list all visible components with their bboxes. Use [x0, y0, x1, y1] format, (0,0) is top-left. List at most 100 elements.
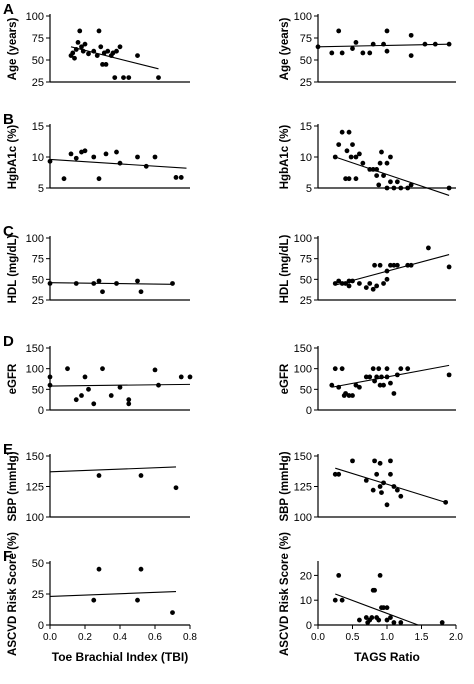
- data-point: [73, 155, 79, 161]
- data-point: [77, 28, 83, 34]
- data-point: [391, 620, 397, 625]
- y-axis-label: HDL (mg/dL): [279, 234, 291, 303]
- data-point: [73, 281, 79, 286]
- data-point: [94, 53, 100, 58]
- data-point: [408, 182, 414, 188]
- data-point: [72, 55, 77, 61]
- y-axis-label: eGFR: [279, 363, 291, 394]
- data-point: [388, 179, 393, 185]
- data-point: [388, 458, 393, 464]
- data-point: [381, 382, 386, 388]
- data-point: [374, 471, 380, 477]
- data-point: [346, 393, 352, 398]
- data-point: [170, 281, 175, 286]
- panel-letter: E: [3, 441, 13, 458]
- y-tick-label: 125: [294, 482, 312, 494]
- data-point: [363, 374, 369, 380]
- data-point: [384, 605, 390, 611]
- data-point: [381, 41, 386, 47]
- data-point: [374, 167, 380, 172]
- data-point: [126, 401, 132, 407]
- data-point: [374, 283, 380, 289]
- data-point: [126, 75, 132, 80]
- data-point: [372, 458, 377, 464]
- data-point: [86, 386, 91, 392]
- data-point: [353, 382, 359, 388]
- data-point: [135, 53, 140, 58]
- data-point: [405, 262, 411, 268]
- data-point: [370, 167, 376, 172]
- data-point: [350, 278, 355, 284]
- data-point: [357, 617, 362, 623]
- data-point: [408, 262, 414, 268]
- data-point: [370, 487, 376, 493]
- y-axis-label: ASCVD Risk Score (%): [7, 532, 19, 656]
- y-axis-label: ASCVD Risk Score (%): [279, 532, 291, 656]
- data-point: [384, 48, 390, 54]
- y-tick-label: 100: [294, 11, 312, 23]
- y-tick-label: 50: [32, 558, 44, 570]
- data-point: [117, 44, 123, 50]
- y-tick-label: 150: [294, 451, 312, 463]
- trend-line: [49, 282, 173, 285]
- data-point: [187, 374, 193, 380]
- data-point: [388, 154, 393, 160]
- y-tick-label: 0: [38, 620, 44, 632]
- y-tick-label: 20: [300, 570, 312, 582]
- data-point: [357, 281, 362, 286]
- data-point: [367, 50, 373, 56]
- data-point: [379, 490, 384, 495]
- y-tick-label: 25: [32, 295, 44, 307]
- y-tick-label: 10: [300, 595, 312, 607]
- data-point: [135, 597, 140, 603]
- data-point: [405, 366, 411, 372]
- panel-letter: F: [3, 548, 12, 565]
- y-tick-label: 50: [300, 274, 312, 286]
- data-point: [332, 366, 338, 372]
- y-axis-label: eGFR: [7, 363, 19, 394]
- data-point: [91, 597, 97, 603]
- data-point: [100, 289, 105, 295]
- data-point: [384, 28, 390, 34]
- data-point: [443, 499, 449, 505]
- y-tick-label: 15: [32, 121, 44, 133]
- data-point: [70, 50, 76, 56]
- data-point: [360, 160, 366, 166]
- data-point: [377, 160, 383, 166]
- data-point: [391, 484, 397, 489]
- data-point: [336, 278, 342, 284]
- data-point: [398, 493, 404, 499]
- y-tick-label: 75: [32, 33, 44, 45]
- data-point: [336, 471, 342, 477]
- x-tick-label: 0.4: [113, 632, 127, 643]
- data-point: [398, 366, 404, 372]
- data-point: [114, 48, 119, 54]
- data-point: [405, 185, 411, 191]
- data-point: [135, 278, 140, 284]
- data-point: [350, 458, 355, 464]
- panel-letter: D: [3, 333, 14, 350]
- data-point: [343, 281, 348, 286]
- x-tick-label: 0.0: [43, 632, 57, 643]
- data-point: [96, 28, 102, 34]
- data-point: [96, 278, 102, 284]
- data-point: [100, 366, 105, 372]
- data-point: [363, 615, 369, 620]
- data-point: [339, 281, 345, 286]
- data-point: [384, 276, 390, 282]
- data-point: [422, 41, 428, 47]
- data-point: [394, 487, 400, 493]
- data-point: [353, 176, 359, 182]
- data-point: [367, 281, 373, 286]
- data-point: [126, 397, 132, 403]
- data-point: [374, 374, 380, 380]
- y-axis-label: HDL (mg/dL): [7, 234, 19, 303]
- data-point: [156, 382, 161, 388]
- data-point: [350, 46, 355, 51]
- data-point: [350, 142, 355, 148]
- data-point: [376, 617, 382, 623]
- data-point: [384, 374, 390, 380]
- data-point: [394, 262, 400, 268]
- data-point: [367, 167, 373, 172]
- data-point: [68, 151, 74, 157]
